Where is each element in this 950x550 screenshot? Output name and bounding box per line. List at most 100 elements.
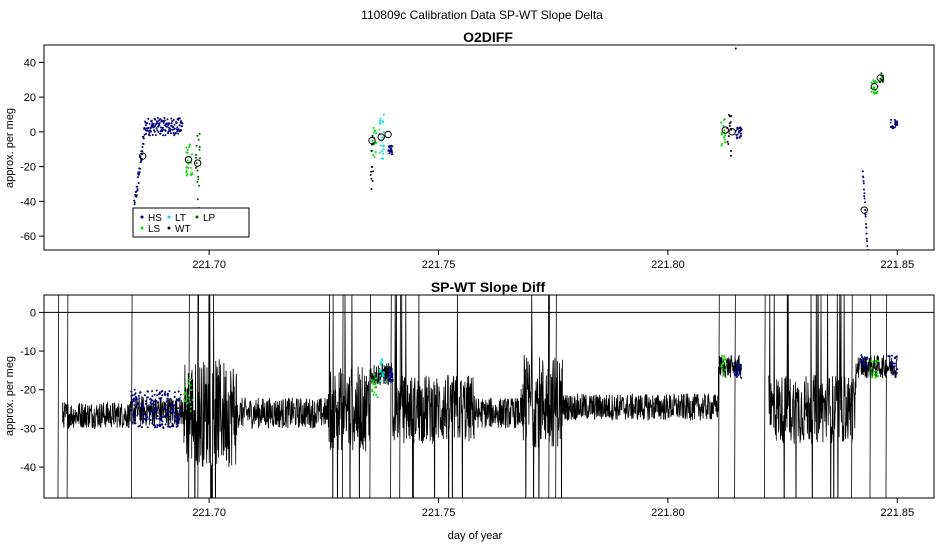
x-tick-label: 221.80	[651, 507, 685, 519]
data-point	[863, 369, 866, 372]
slope-diff-ylabel: approx. per meg	[4, 356, 16, 436]
data-point	[152, 403, 155, 406]
legend-marker-lp	[195, 215, 199, 219]
data-point	[150, 410, 152, 413]
page-title: 110809c Calibration Data SP-WT Slope Del…	[361, 8, 603, 22]
data-point	[371, 139, 374, 142]
slope-diff-xlabel: day of year	[448, 530, 503, 542]
data-point	[862, 182, 865, 185]
data-point	[188, 146, 191, 149]
data-point	[185, 166, 188, 169]
mean-marker	[860, 206, 868, 214]
data-point	[187, 382, 190, 385]
data-point	[181, 125, 183, 128]
data-point	[370, 188, 373, 190]
data-point	[860, 354, 863, 357]
data-point	[160, 390, 163, 393]
data-point	[728, 122, 731, 125]
data-point	[175, 415, 178, 418]
data-point	[720, 144, 723, 147]
data-point	[740, 368, 743, 370]
data-point	[170, 425, 173, 428]
data-point	[183, 398, 186, 401]
data-point	[737, 131, 740, 134]
data-point	[136, 189, 139, 192]
data-point	[727, 135, 730, 138]
data-point	[736, 369, 739, 372]
data-point	[177, 118, 180, 121]
data-point	[738, 130, 741, 133]
data-point	[389, 150, 391, 153]
data-point	[198, 184, 200, 187]
data-point	[156, 117, 159, 119]
data-point	[724, 134, 727, 137]
data-point	[133, 404, 136, 407]
data-point	[373, 391, 376, 394]
data-point	[168, 122, 171, 125]
data-point	[143, 412, 146, 415]
data-point	[866, 240, 868, 243]
data-point	[138, 171, 141, 174]
data-point	[181, 122, 184, 125]
data-point	[191, 398, 194, 401]
y-tick-label: 0	[30, 307, 36, 319]
data-point	[390, 372, 393, 375]
data-point	[723, 135, 726, 138]
slope-diff-plot-area	[44, 295, 934, 498]
data-point	[139, 167, 141, 170]
data-point	[870, 360, 873, 363]
data-point	[737, 365, 740, 368]
data-point	[133, 410, 136, 413]
data-point	[148, 122, 151, 125]
data-point	[134, 422, 137, 425]
data-point	[382, 375, 385, 378]
data-point	[372, 380, 375, 383]
mean-marker	[138, 152, 147, 160]
data-point	[160, 126, 162, 129]
data-point	[875, 81, 878, 84]
data-point	[738, 367, 740, 370]
data-point	[865, 232, 868, 235]
data-point	[178, 418, 181, 421]
data-point	[735, 133, 738, 136]
data-point	[722, 119, 725, 121]
data-point	[720, 133, 723, 136]
data-point	[155, 127, 158, 130]
data-point	[861, 356, 863, 359]
data-point	[174, 132, 177, 135]
data-point	[380, 361, 383, 363]
data-point	[876, 90, 879, 93]
legend-marker-lt	[167, 215, 171, 219]
data-point	[142, 143, 145, 145]
data-point	[382, 152, 385, 155]
data-point	[190, 153, 193, 156]
series-wt	[369, 113, 733, 190]
data-point	[866, 358, 868, 361]
data-point	[162, 134, 165, 137]
data-point	[893, 372, 896, 375]
data-point	[374, 383, 377, 386]
data-point	[196, 134, 199, 137]
data-point	[180, 129, 183, 132]
data-point	[163, 415, 166, 418]
data-point	[381, 358, 384, 361]
data-point	[151, 395, 154, 398]
slope-diff-title: SP-WT Slope Diff	[431, 279, 546, 295]
data-point	[888, 355, 891, 358]
data-point	[133, 388, 136, 391]
data-point	[130, 390, 133, 393]
data-point	[130, 409, 133, 412]
y-tick-label: -10	[20, 346, 36, 358]
data-point	[374, 377, 377, 380]
data-point	[197, 175, 200, 178]
data-point	[177, 128, 180, 131]
data-point	[381, 373, 384, 376]
y-tick-label: -30	[20, 423, 36, 435]
data-point	[135, 194, 138, 197]
data-point	[177, 399, 180, 402]
data-point	[149, 130, 152, 133]
data-point	[866, 245, 869, 247]
data-point	[168, 390, 171, 393]
data-point	[180, 120, 182, 123]
data-point	[875, 362, 878, 365]
